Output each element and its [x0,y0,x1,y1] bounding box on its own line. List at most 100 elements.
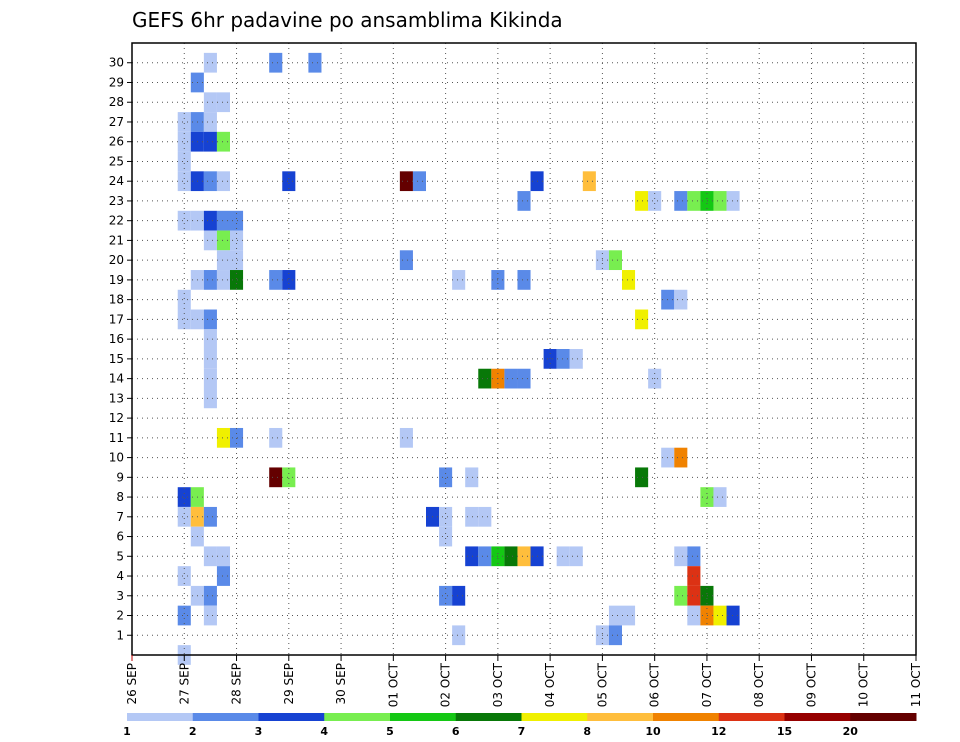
colorbar: 1 2 3 4 5 6 7 8 10 12 15 20 [123,713,917,738]
colorbar-swatch [653,713,720,721]
precip-cell [687,585,701,606]
y-axis: 1234567891011121314151617181920212223242… [109,56,132,642]
precip-cell [608,605,622,626]
y-tick-label: 16 [109,332,124,346]
precip-cell [203,112,217,132]
precip-cell [465,506,479,527]
precip-cell [648,191,662,211]
y-tick-label: 3 [116,589,124,603]
colorbar-label: 12 [711,725,726,738]
precip-cell [177,131,191,152]
y-tick-label: 10 [109,451,124,465]
grid-lines [132,43,916,655]
colorbar-swatch [718,713,785,721]
precip-cell [674,585,688,606]
x-tick-label: 28 SEP [230,663,244,705]
precip-cell [478,506,492,527]
precip-cell [203,171,217,192]
y-tick-label: 28 [109,95,124,109]
y-tick-label: 7 [116,510,124,524]
precip-cell [608,250,622,271]
precip-cell [282,467,296,488]
y-tick-label: 5 [116,549,124,563]
x-tick-label: 11 OCT [909,662,923,707]
precip-cell [203,230,217,251]
precip-cell [674,289,688,310]
precip-cell [177,210,191,231]
precip-cell [504,368,518,389]
precip-cell [177,309,191,330]
y-tick-label: 27 [109,115,124,129]
colorbar-swatch [390,713,457,721]
precip-cell [439,506,453,527]
chart-title: GEFS 6hr padavine po ansamblima Kikinda [132,8,563,32]
precip-cell [465,546,479,567]
precip-cell [674,191,688,211]
precip-cell [216,250,230,271]
precip-cell [216,171,230,192]
precip-cell [556,349,570,369]
y-tick-label: 18 [109,293,124,307]
precip-cell [230,210,244,231]
precip-cell [517,191,531,211]
precip-cell [700,487,714,507]
colorbar-swatch [587,713,654,721]
y-tick-label: 25 [109,154,124,168]
precip-cell [216,566,230,586]
precip-cell [726,605,740,626]
precip-cell [399,250,413,271]
precip-cell [635,467,649,488]
precip-cell [713,191,727,211]
y-tick-label: 11 [109,431,124,445]
precip-cell [282,171,296,192]
precip-cell [713,605,727,626]
y-tick-label: 1 [116,628,124,642]
x-axis: 26 SEP 27 SEP 28 SEP 29 SEP 30 SEP 01 OCT 02 O… [125,655,923,707]
precip-cell [177,605,191,626]
precip-cell [269,467,283,488]
precip-cell [700,585,714,606]
precip-cell [478,368,492,389]
precip-cell [622,605,636,626]
precip-cell [622,270,636,290]
x-tick-label: 03 OCT [491,662,505,707]
precip-cell [216,131,230,152]
precip-cell [674,447,688,468]
precip-cell [687,605,701,626]
precip-cell [517,368,531,389]
precip-cell [726,191,740,211]
y-tick-label: 21 [109,233,124,247]
precip-cell [713,487,727,507]
x-tick-label: 30 SEP [334,663,348,705]
precip-cell [216,427,230,448]
precip-cell [230,270,244,290]
precip-cell [269,427,283,448]
colorbar-swatch [324,713,391,721]
y-tick-label: 15 [109,352,124,366]
y-tick-label: 12 [109,411,124,425]
y-tick-label: 22 [109,214,124,228]
precip-cell [177,487,191,507]
colorbar-swatch [521,713,588,721]
colorbar-label: 5 [386,725,394,738]
precip-cell [177,151,191,172]
precip-cell [203,546,217,567]
colorbar-label: 20 [843,725,859,738]
precip-cell [452,585,466,606]
precip-cell [399,171,413,192]
precip-cell [203,368,217,389]
colorbar-label: 1 [123,725,131,738]
precip-cell [452,625,466,646]
x-tick-label: 01 OCT [386,662,400,707]
y-tick-label: 19 [109,273,124,287]
x-tick-label: 04 OCT [543,662,557,707]
precip-cell [700,191,714,211]
y-tick-label: 26 [109,135,124,149]
precip-cell [700,605,714,626]
precip-cell [465,467,479,488]
precip-cell [687,191,701,211]
precip-cell [203,585,217,606]
precip-cell [674,546,688,567]
precip-cell [177,506,191,527]
